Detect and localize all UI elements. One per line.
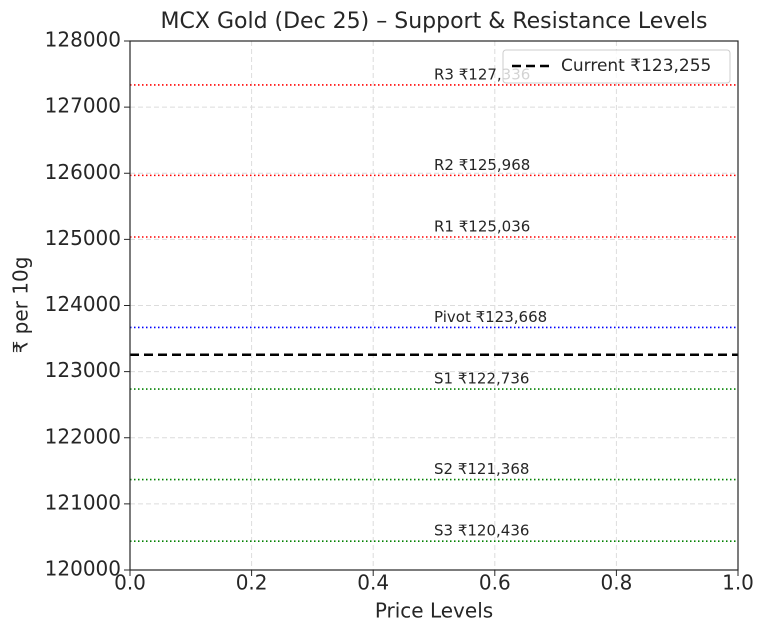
x-tick-label: 0.8: [600, 571, 632, 595]
plot-frame: [129, 40, 739, 571]
x-tick-label: 1.0: [722, 571, 754, 595]
legend-box: [502, 49, 731, 84]
level-label: S1 ₹122,736: [434, 370, 529, 388]
y-tick-label: 122000: [45, 424, 121, 448]
x-tick-label: 0.2: [236, 571, 268, 595]
y-tick-label: 120000: [45, 557, 121, 581]
legend-label: Current ₹123,255: [561, 56, 711, 76]
x-tick-label: 0.4: [357, 571, 389, 595]
y-tick-label: 123000: [45, 358, 121, 382]
y-tick-label: 128000: [45, 28, 121, 52]
y-tick-label: 121000: [45, 490, 121, 514]
level-label: Pivot ₹123,668: [434, 308, 547, 326]
x-tick-label: 0.0: [114, 571, 146, 595]
x-axis-label: Price Levels: [375, 599, 493, 623]
level-label: S2 ₹121,368: [434, 460, 529, 478]
y-tick-label: 126000: [45, 160, 121, 184]
level-label: R1 ₹125,036: [434, 217, 530, 235]
y-tick-label: 124000: [45, 292, 121, 316]
y-tick-label: 125000: [45, 226, 121, 250]
level-label: S3 ₹120,436: [434, 522, 529, 540]
chart-title: MCX Gold (Dec 25) – Support & Resistance…: [161, 9, 708, 34]
y-axis-label: ₹ per 10g: [9, 257, 33, 354]
level-label: R2 ₹125,968: [434, 156, 530, 174]
x-tick-label: 0.6: [479, 571, 511, 595]
y-tick-label: 127000: [45, 94, 121, 118]
